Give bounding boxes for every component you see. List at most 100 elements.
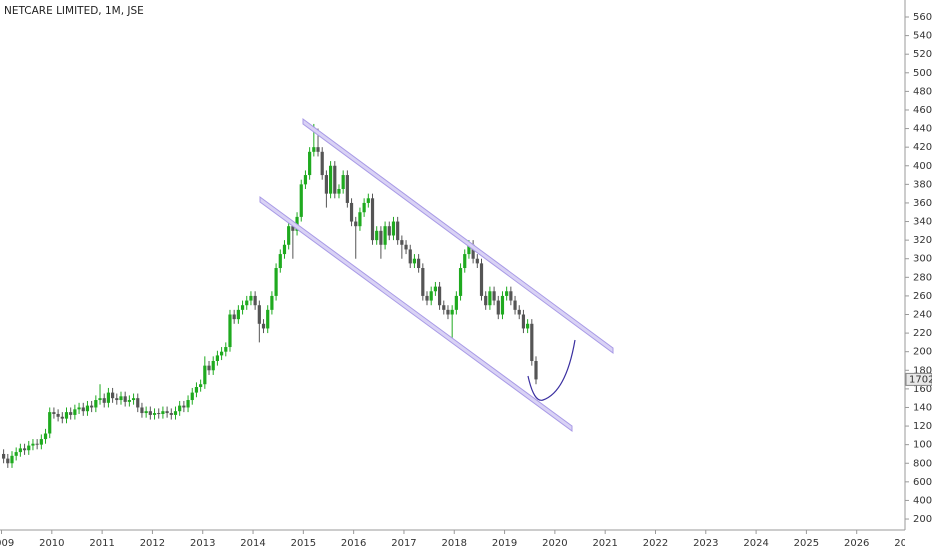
candle-body <box>341 175 345 190</box>
candle-body <box>207 365 211 371</box>
candle-body <box>471 244 475 259</box>
candle-body <box>492 291 496 301</box>
candle-body <box>253 295 257 306</box>
candle-body <box>358 212 362 227</box>
candle-body <box>375 230 379 241</box>
y-tick-label: 5200 <box>913 49 932 60</box>
candle-body <box>48 412 52 434</box>
candle-body <box>366 198 370 203</box>
x-tick-label: 2015 <box>291 538 316 549</box>
y-tick-label: 1600 <box>913 384 932 395</box>
candle-body <box>408 249 412 264</box>
candle-body <box>199 384 203 388</box>
candle-body <box>429 291 433 301</box>
y-tick-label: 4600 <box>913 105 932 116</box>
candle-body <box>136 398 140 408</box>
candle-body <box>81 407 85 412</box>
candle-body <box>232 314 236 320</box>
candle-body <box>152 413 157 415</box>
x-tick-label: 2023 <box>693 538 718 549</box>
y-tick-label: 3800 <box>913 179 932 190</box>
candle-body <box>421 268 425 296</box>
candle-body <box>224 347 228 352</box>
last-price-label: 1702 <box>909 374 932 385</box>
candle-body <box>396 221 400 241</box>
candle-body <box>370 198 375 241</box>
candle-body <box>211 360 215 371</box>
candle-body <box>245 300 249 306</box>
candle-body <box>412 258 417 264</box>
candle-body <box>526 323 530 329</box>
candle-body <box>505 291 509 296</box>
candle-body <box>178 405 182 412</box>
candle-body <box>517 309 521 315</box>
y-tick-label: 4400 <box>913 124 932 135</box>
candle-body <box>328 165 333 194</box>
y-tick-label: 4200 <box>913 142 932 153</box>
candle-body <box>320 151 324 176</box>
y-tick-label: 3200 <box>913 235 932 246</box>
candle-body <box>479 263 484 296</box>
candle-body <box>383 226 387 245</box>
lower-channel-line <box>259 196 573 432</box>
y-tick-label: 1000 <box>913 440 932 451</box>
candle-body <box>228 314 232 348</box>
y-tick-label: 5600 <box>913 12 932 23</box>
candle-body <box>509 291 513 301</box>
candle-body <box>169 413 173 415</box>
candle-body <box>2 453 6 459</box>
candle-body <box>467 244 471 255</box>
candle-body <box>521 314 526 329</box>
candle-body <box>140 407 144 414</box>
candle-body <box>69 412 73 415</box>
candle-body <box>417 258 421 269</box>
candle-body <box>437 286 442 306</box>
candle-body <box>261 323 266 329</box>
candle-body <box>215 355 220 361</box>
candle-body <box>400 240 404 245</box>
candle-body <box>18 448 22 453</box>
candle-body <box>500 295 505 315</box>
candle-body <box>173 411 178 415</box>
candle-body <box>362 202 366 213</box>
candle-body <box>39 439 43 445</box>
y-tick-label: 2200 <box>913 328 932 339</box>
candle-body <box>349 202 354 222</box>
candle-body <box>131 398 136 401</box>
y-tick-label: 1800 <box>913 365 932 376</box>
y-tick-label: 2000 <box>913 347 932 358</box>
candle-body <box>240 305 245 310</box>
x-tick-label: 2024 <box>743 538 768 549</box>
candle-body <box>425 295 429 301</box>
candle-body <box>337 189 341 194</box>
x-tick-label: 2012 <box>140 538 165 549</box>
candle-body <box>287 226 291 245</box>
candle-body <box>115 398 119 401</box>
candle-body <box>64 412 69 419</box>
candle-body <box>312 147 316 152</box>
candle-body <box>257 305 261 324</box>
candle-body <box>203 365 207 385</box>
candle-body <box>433 286 437 292</box>
candle-body <box>463 254 467 269</box>
candle-body <box>266 309 270 329</box>
candle-body <box>90 405 94 408</box>
candle-body <box>450 309 454 315</box>
candle-body <box>475 258 479 264</box>
x-tick-label: 2014 <box>240 538 265 549</box>
candle-body <box>488 291 492 306</box>
chart-title: NETCARE LIMITED, 1M, JSE <box>4 5 144 17</box>
candle-body <box>249 295 253 301</box>
candle-body <box>102 398 106 403</box>
y-tick-label: 2600 <box>913 291 932 302</box>
candle-body <box>345 175 349 203</box>
x-tick-label: 2027 <box>894 538 919 549</box>
candle-body <box>404 244 408 250</box>
x-tick-label: 2022 <box>643 538 668 549</box>
candle-body <box>60 416 64 419</box>
candle-body <box>165 411 169 414</box>
upper-channel-line <box>302 118 614 354</box>
projection-curve <box>527 339 576 401</box>
candle-body <box>458 268 463 296</box>
